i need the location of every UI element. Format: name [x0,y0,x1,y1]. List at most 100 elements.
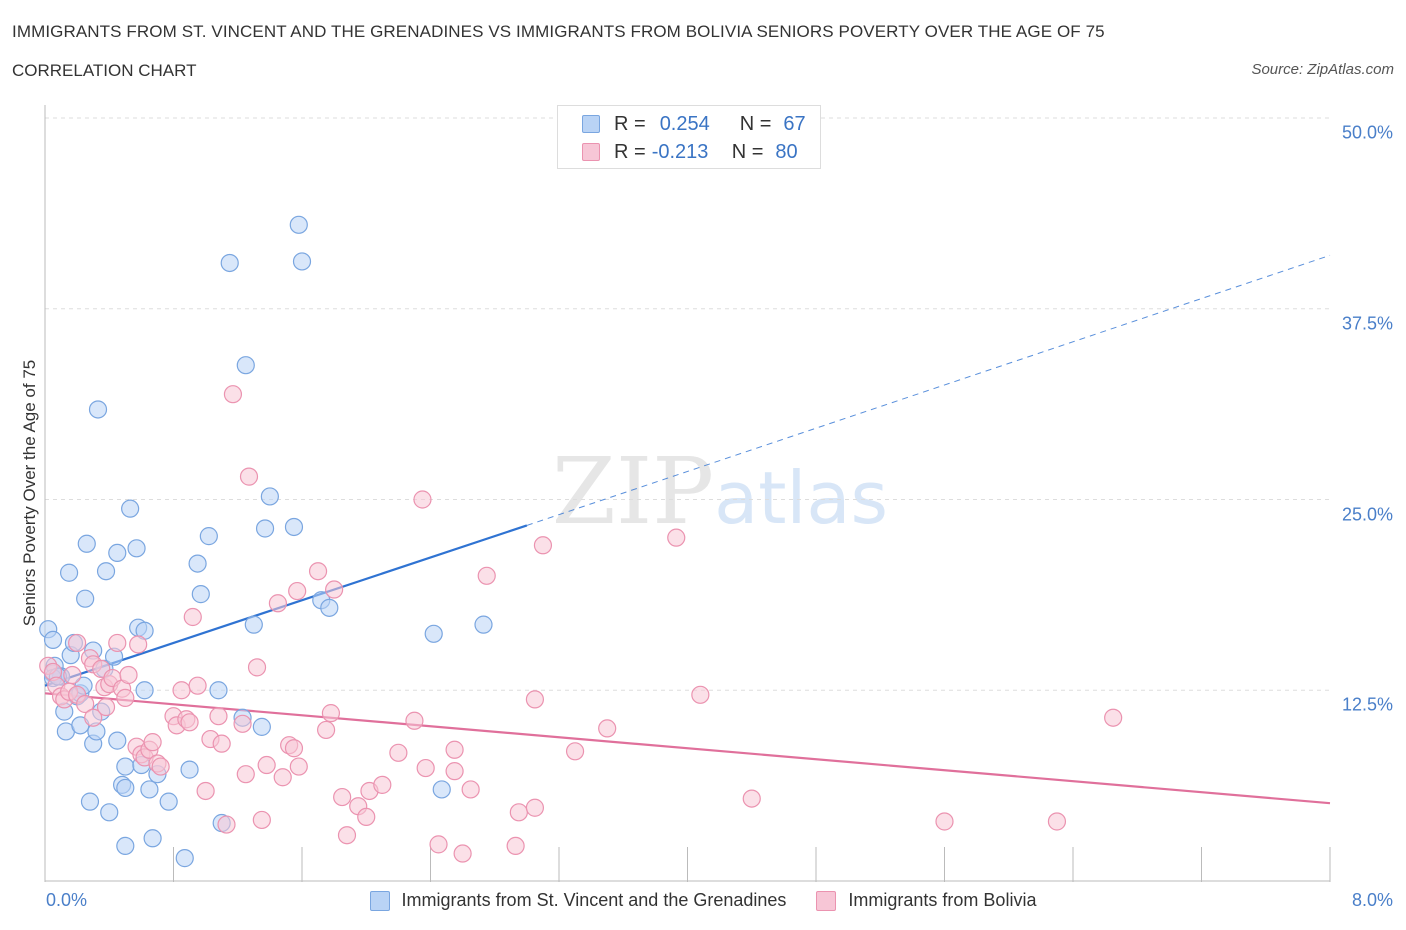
chart-title: IMMIGRANTS FROM ST. VINCENT AND THE GREN… [12,22,1105,41]
legend-n-value: 80 [775,140,798,163]
legend-r-label: R = [614,140,646,163]
point-st-vincent [80,792,100,811]
point-bolivia [233,714,252,733]
point-bolivia [68,633,87,653]
chart-subtitle: CORRELATION CHART [12,61,197,80]
point-st-vincent [180,760,199,779]
point-st-vincent [260,487,279,506]
x-tick-label-min: 0.0% [46,890,88,910]
legend-row-blue: R = 0.254 N = 67 [582,112,806,136]
trend-line-extension [526,254,1331,526]
point-st-vincent [108,731,127,750]
point-bolivia [565,742,585,761]
point-bolivia [325,580,344,599]
point-bolivia [273,768,292,787]
point-bolivia [236,765,255,784]
point-st-vincent [96,562,116,581]
point-bolivia [289,757,308,776]
point-bolivia [667,528,686,547]
point-bolivia [151,757,170,776]
series-legend-item-bolivia: Immigrants from Bolivia [816,890,1036,911]
series-swatch-pink [816,890,837,911]
correlation-legend: R = 0.254 N = 67 R = -0.213 N = 80 [557,105,821,169]
y-axis-label: Seniors Poverty Over the Age of 75 [20,359,39,627]
point-st-vincent [175,849,194,868]
point-bolivia [180,713,199,732]
point-bolivia [63,665,82,685]
point-st-vincent [116,757,135,776]
point-bolivia [357,807,376,827]
axes [44,105,1331,882]
point-bolivia [477,566,496,585]
legend-swatch-pink [582,143,600,161]
point-st-vincent [236,356,255,375]
point-bolivia [183,607,202,627]
point-st-vincent [88,400,108,419]
point-st-vincent [140,780,159,799]
point-bolivia [252,810,271,830]
point-bolivia [373,775,392,794]
watermark: ZIPatlas [552,438,888,545]
point-st-vincent [43,630,63,649]
point-bolivia [223,385,243,404]
point-st-vincent [59,563,79,582]
point-bolivia [533,536,553,555]
point-st-vincent [135,681,154,700]
point-bolivia [257,755,276,775]
x-tick-label-max: 8.0% [1351,890,1393,910]
point-st-vincent [244,615,263,634]
y-tick-label: 12.5% [1341,694,1393,715]
point-st-vincent [255,519,275,538]
legend-r-value: -0.213 [651,140,709,163]
legend-n-value: 67 [783,112,806,135]
point-bolivia [116,688,135,707]
point-st-vincent [252,717,271,736]
point-st-vincent [108,543,127,563]
series-legend-label: Immigrants from St. Vincent and the Gren… [401,890,787,910]
point-bolivia [742,789,761,808]
point-st-vincent [127,539,146,558]
point-st-vincent [284,517,304,537]
point-bolivia [525,798,545,817]
point-bolivia [389,743,408,762]
point-bolivia [209,707,228,726]
point-bolivia [1047,812,1067,831]
point-st-vincent [143,829,162,848]
legend-r-value: 0.254 [659,112,710,135]
point-bolivia [333,787,352,807]
point-st-vincent [100,803,119,822]
series-legend-label: Immigrants from Bolivia [848,890,1037,910]
point-bolivia [108,633,127,653]
point-bolivia [598,719,617,738]
point-bolivia [321,704,341,723]
point-bolivia [935,812,954,831]
data-points [39,215,1123,868]
point-bolivia [76,694,95,714]
y-tick-label: 37.5% [1341,313,1393,334]
point-bolivia [188,676,207,695]
point-bolivia [316,720,336,740]
point-bolivia [217,815,236,834]
point-bolivia [461,780,480,799]
point-st-vincent [209,681,228,700]
point-st-vincent [432,780,451,799]
point-st-vincent [121,499,140,518]
point-st-vincent [292,252,312,271]
legend-r-label: R = [614,112,646,135]
point-st-vincent [474,615,493,634]
point-st-vincent [116,778,135,798]
point-bolivia [691,685,710,704]
point-bolivia [129,635,148,654]
point-st-vincent [199,527,218,546]
legend-swatch-blue [582,115,600,133]
point-st-vincent [220,253,239,273]
point-bolivia [445,762,464,781]
point-bolivia [196,781,215,801]
source-label: Source: ZipAtlas.com [1251,61,1394,78]
point-bolivia [239,467,259,486]
point-bolivia [308,562,328,581]
y-tick-label: 25.0% [1341,504,1393,524]
point-bolivia [84,708,103,727]
point-bolivia [1104,708,1123,727]
